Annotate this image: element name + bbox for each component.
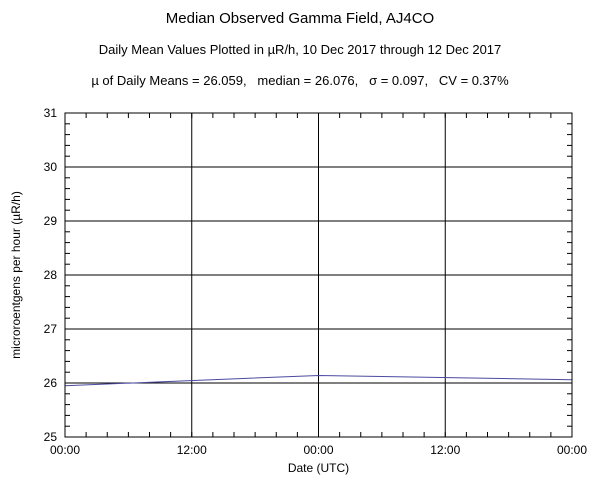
- y-tick-label: 27: [44, 322, 58, 336]
- y-tick-label: 30: [44, 160, 58, 174]
- y-tick-label: 29: [44, 214, 58, 228]
- x-tick-label: 12:00: [177, 443, 207, 457]
- y-tick-label: 31: [44, 106, 58, 120]
- chart-subtitle: Daily Mean Values Plotted in µR/h, 10 De…: [98, 42, 502, 57]
- x-axis-label: Date (UTC): [288, 461, 349, 475]
- x-tick-label: 12:00: [430, 443, 460, 457]
- y-axis-label: microroentgens per hour (µR/h): [9, 191, 23, 359]
- series-layer: [64, 374, 573, 387]
- x-tick-labels: 00:00 12:00 00:00 12:00 00:00: [50, 443, 587, 457]
- y-tick-label: 26: [44, 376, 58, 390]
- chart-title: Median Observed Gamma Field, AJ4CO: [165, 10, 435, 27]
- x-tick-label: 00:00: [303, 443, 333, 457]
- y-tick-labels: 25 26 27 28 29 30 31: [44, 106, 58, 444]
- series-line: [64, 374, 573, 387]
- chart-stats-line: µ of Daily Means = 26.059, median = 26.0…: [91, 73, 509, 88]
- x-tick-label: 00:00: [50, 443, 80, 457]
- grid: [64, 112, 573, 438]
- plot-frame: [64, 112, 573, 438]
- y-tick-label: 28: [44, 268, 58, 282]
- x-tick-label: 00:00: [557, 443, 587, 457]
- y-tick-label: 25: [44, 430, 58, 444]
